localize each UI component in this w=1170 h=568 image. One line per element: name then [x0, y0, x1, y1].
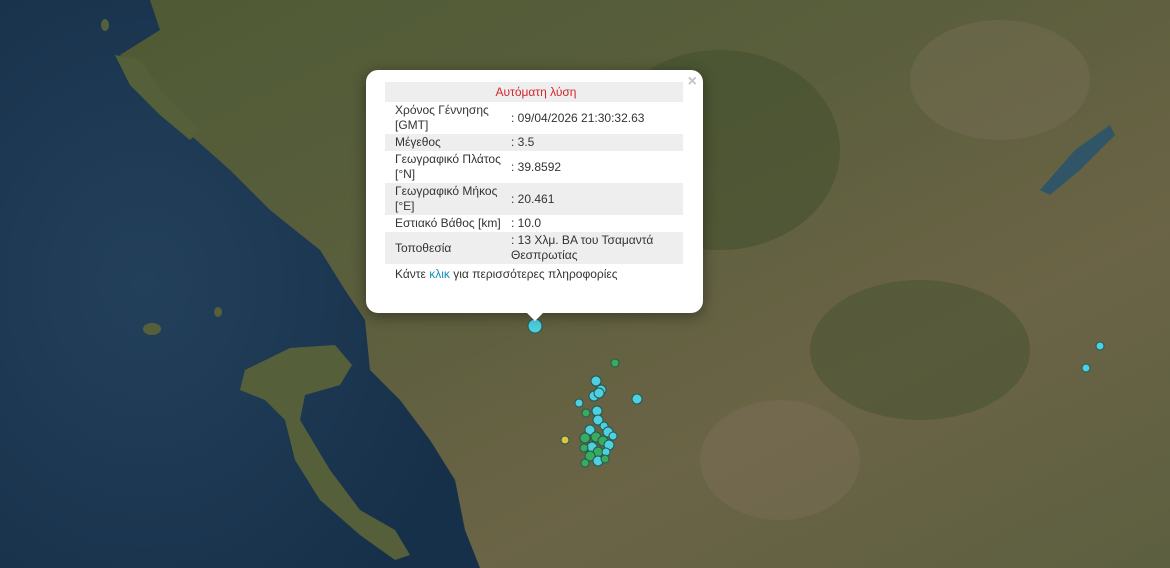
earthquake-marker[interactable]	[608, 431, 618, 441]
earthquake-marker[interactable]	[591, 405, 603, 417]
peninsula	[115, 55, 200, 140]
forest-area	[810, 280, 1030, 420]
earthquake-marker[interactable]	[600, 454, 610, 464]
row-value: : 10.0	[511, 216, 542, 230]
row-label: Μέγεθος	[385, 134, 509, 151]
row-value: : 13 Χλμ. ΒΑ του Τσαμαντά Θεσπρωτίας	[509, 232, 683, 264]
island	[214, 307, 222, 317]
corfu-island	[240, 345, 410, 560]
earthquake-marker[interactable]	[1081, 363, 1091, 373]
earthquake-marker[interactable]	[527, 318, 543, 334]
earthquake-marker[interactable]	[580, 458, 590, 468]
popup-tip	[526, 312, 544, 321]
earthquake-marker[interactable]	[581, 408, 591, 418]
earthquake-marker[interactable]	[579, 432, 591, 444]
earthquake-marker[interactable]	[584, 424, 596, 436]
island	[101, 19, 109, 31]
earthquake-marker[interactable]	[1095, 341, 1105, 351]
popup-title: Αυτόματη λύση	[385, 82, 683, 102]
earthquake-marker[interactable]	[590, 375, 602, 387]
lake	[1040, 125, 1115, 195]
more-info: Κάντε κλικ για περισσότερες πληροφορίες	[385, 264, 683, 283]
row-label: Χρόνος Γέννησης [GMT]	[395, 103, 489, 132]
earthquake-marker[interactable]	[610, 358, 620, 368]
row-label: Εστιακό Βάθος [km]	[395, 216, 501, 230]
more-prefix: Κάντε	[395, 267, 426, 281]
row-value: : 20.461	[509, 183, 683, 215]
island	[143, 323, 161, 335]
earthquake-marker[interactable]	[592, 414, 604, 426]
earthquake-marker[interactable]	[579, 443, 589, 453]
row-label: Γεωγραφικό Πλάτος [°N]	[395, 152, 501, 181]
mountain-area	[910, 20, 1090, 140]
earthquake-marker[interactable]	[560, 435, 570, 445]
earthquake-marker[interactable]	[631, 393, 643, 405]
row-value: : 09/04/2026 21:30:32.63	[511, 110, 645, 125]
more-suffix: για περισσότερες πληροφορίες	[453, 267, 618, 281]
earthquake-details-table: Αυτόματη λύση Χρόνος Γέννησης [GMT] : 09/…	[385, 82, 683, 283]
earthquake-marker[interactable]	[574, 398, 584, 408]
mountain-area	[700, 400, 860, 520]
more-info-link[interactable]: κλικ	[429, 267, 450, 281]
sea	[0, 0, 480, 568]
row-label: Τοποθεσία	[385, 232, 509, 264]
close-icon[interactable]: ×	[687, 73, 697, 90]
row-value: : 39.8592	[511, 159, 562, 174]
earthquake-marker[interactable]	[593, 387, 605, 399]
earthquake-popup: × Αυτόματη λύση Χρόνος Γέννησης [GMT] : 0…	[366, 70, 703, 321]
row-value: : 3.5	[509, 134, 683, 151]
earthquake-marker[interactable]	[584, 450, 596, 462]
row-label: Γεωγραφικό Μήκος [°E]	[385, 183, 509, 215]
